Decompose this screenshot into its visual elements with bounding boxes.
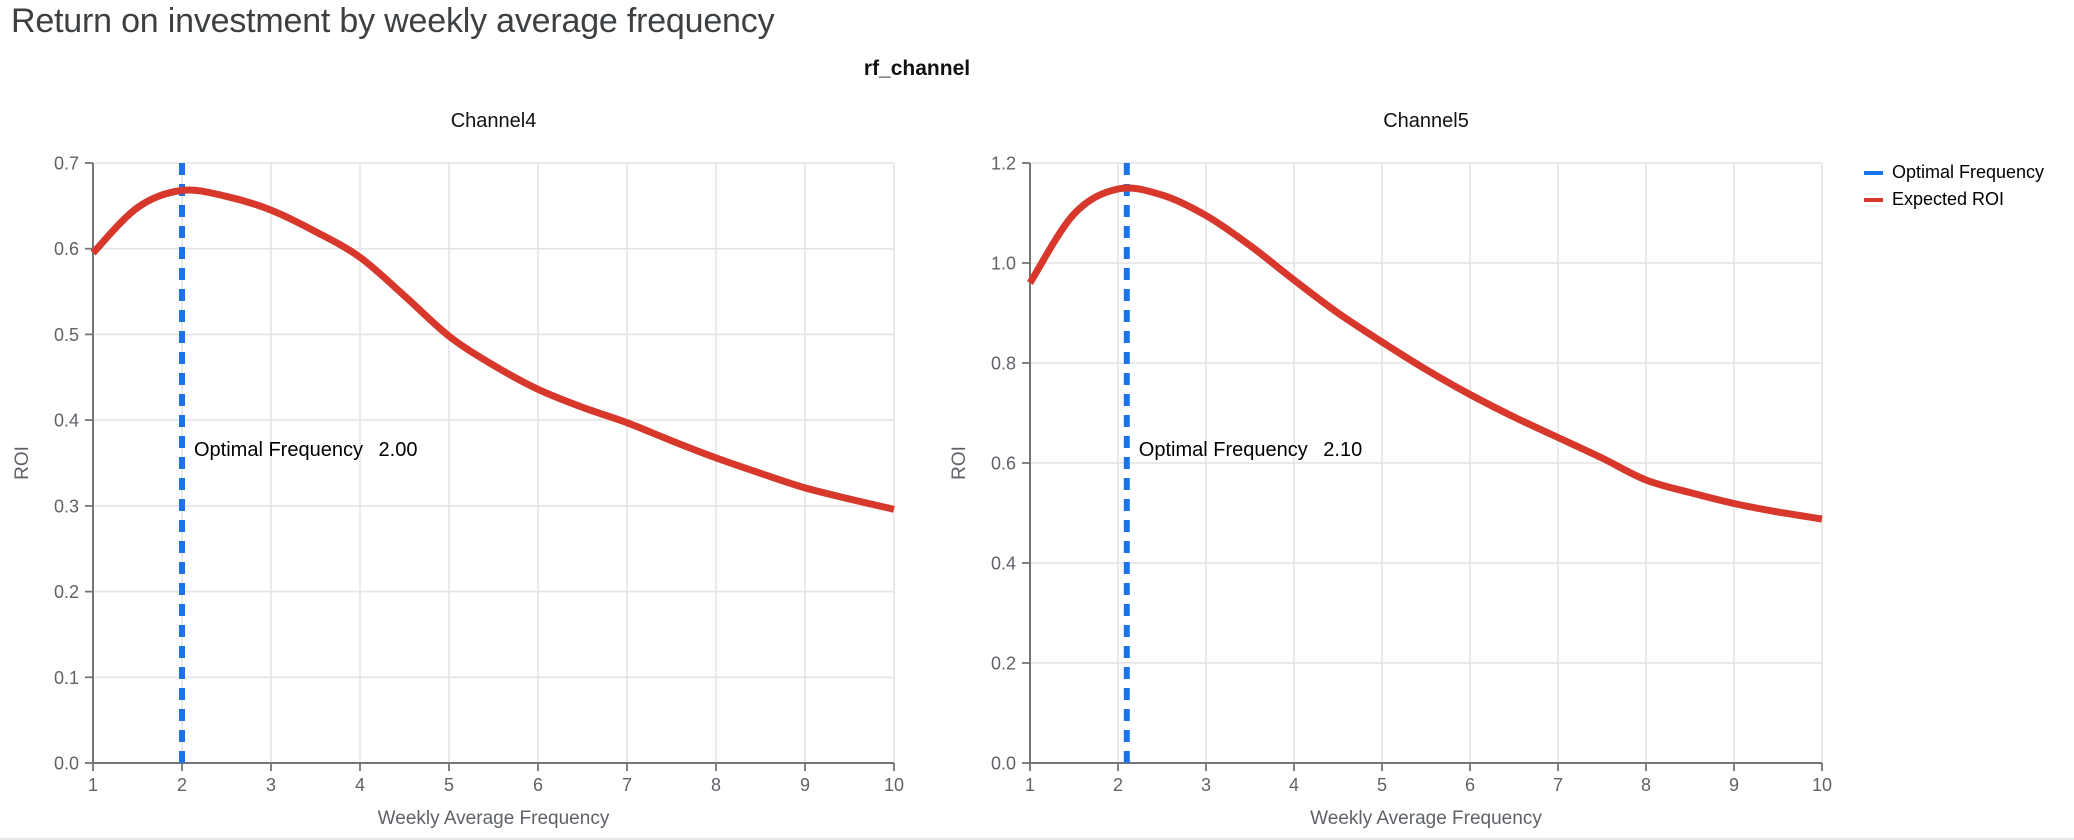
figure-title: rf_channel — [863, 57, 971, 80]
x-tick-label: 6 — [1465, 775, 1475, 795]
x-tick-label: 3 — [1201, 775, 1211, 795]
subplot-channel5: 0.0 0.2 0.4 0.6 0.8 1.0 1.2 1 2 3 4 5 6 7 8 9 10 Weekly A… — [949, 110, 1832, 829]
chart-legend: Optimal Frequency Expected ROI — [1864, 159, 2044, 213]
page-title: Return on investment by weekly average f… — [11, 2, 775, 40]
y-tick-label: 0.2 — [991, 654, 1016, 674]
x-tick-label: 5 — [444, 775, 454, 795]
subplot-channel4: 0.0 0.1 0.2 0.3 0.4 0.5 0.6 0.7 1 2 3 4 5 6 7 8 9 10 Weekl… — [12, 110, 904, 829]
legend-item-expected-roi: Expected ROI — [1864, 186, 2044, 213]
y-tick-label: 1.0 — [991, 254, 1016, 274]
x-tick-label: 10 — [1812, 775, 1832, 795]
expected-roi-legend-swatch-icon — [1864, 197, 1883, 202]
y-tick-label: 0.7 — [54, 154, 79, 174]
expected-roi-curve — [1027, 184, 1823, 523]
y-tick-label: 0.3 — [54, 496, 79, 516]
x-tick-label: 8 — [711, 775, 721, 795]
subplot-title: Channel5 — [1383, 110, 1469, 132]
x-tick-label: 10 — [884, 775, 904, 795]
y-tick-label: 0.4 — [991, 554, 1016, 574]
y-axis-label: ROI — [12, 446, 33, 480]
legend-label: Expected ROI — [1892, 189, 2005, 209]
x-tick-label: 8 — [1641, 775, 1651, 795]
y-tick-label: 0.0 — [54, 754, 79, 774]
x-tick-label: 2 — [1113, 775, 1123, 795]
y-tick-label: 0.0 — [991, 754, 1016, 774]
y-tick-label: 1.2 — [991, 154, 1016, 174]
x-axis-label: Weekly Average Frequency — [1310, 808, 1542, 829]
optimal-frequency-annotation: Optimal Frequency 2.00 — [194, 439, 417, 461]
x-tick-label: 7 — [622, 775, 632, 795]
x-tick-label: 3 — [266, 775, 276, 795]
x-axis-label: Weekly Average Frequency — [378, 808, 610, 829]
y-tick-label: 0.6 — [54, 239, 79, 259]
optimal-frequency-annotation: Optimal Frequency 2.10 — [1139, 439, 1362, 461]
y-tick-label: 0.2 — [54, 582, 79, 602]
x-tick-label: 5 — [1377, 775, 1387, 795]
subplot-title: Channel4 — [451, 110, 537, 132]
x-tick-label: 4 — [1289, 775, 1299, 795]
x-tick-label: 1 — [88, 775, 98, 795]
x-tick-label: 7 — [1553, 775, 1563, 795]
y-tick-label: 0.5 — [54, 325, 79, 345]
y-tick-label: 0.4 — [54, 411, 79, 431]
x-tick-label: 6 — [533, 775, 543, 795]
y-axis-label: ROI — [949, 446, 970, 480]
x-tick-label: 1 — [1025, 775, 1035, 795]
x-tick-label: 4 — [355, 775, 365, 795]
y-tick-label: 0.6 — [991, 454, 1016, 474]
x-tick-label: 9 — [1729, 775, 1739, 795]
optimal-frequency-legend-swatch-icon — [1864, 170, 1883, 175]
x-tick-label: 9 — [800, 775, 810, 795]
legend-item-optimal-frequency: Optimal Frequency — [1864, 159, 2044, 186]
y-tick-label: 0.1 — [54, 668, 79, 688]
x-tick-label: 2 — [177, 775, 187, 795]
y-tick-label: 0.8 — [991, 354, 1016, 374]
legend-label: Optimal Frequency — [1892, 162, 2045, 182]
expected-roi-curve — [90, 186, 895, 513]
